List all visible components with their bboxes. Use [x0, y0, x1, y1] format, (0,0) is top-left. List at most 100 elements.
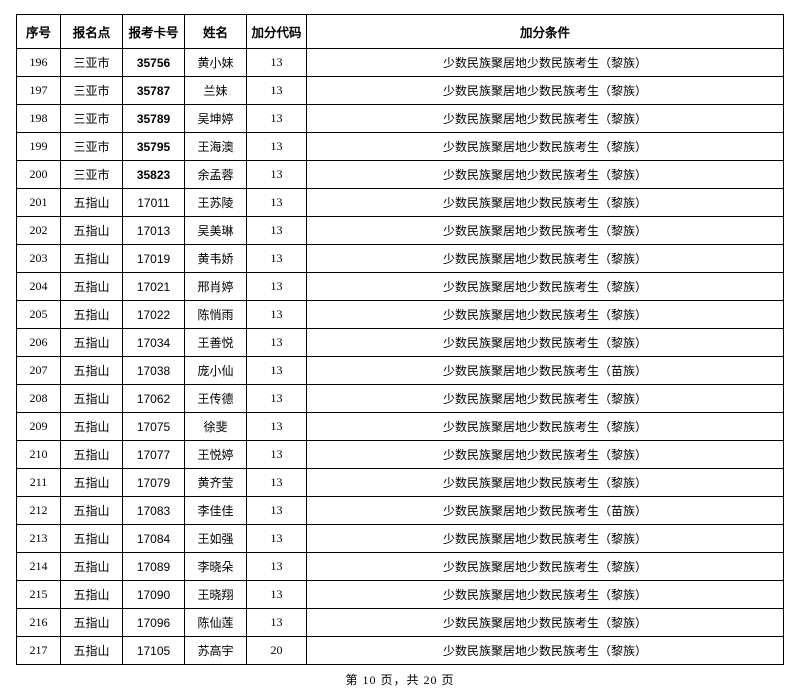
cell-code: 13: [247, 581, 307, 609]
table-row: 210五指山17077王悦婷13少数民族聚居地少数民族考生（黎族）: [17, 441, 784, 469]
table-row: 216五指山17096陈仙莲13少数民族聚居地少数民族考生（黎族）: [17, 609, 784, 637]
cell-name: 黄齐莹: [185, 469, 247, 497]
cell-card: 17038: [123, 357, 185, 385]
cell-code: 13: [247, 105, 307, 133]
cell-code: 13: [247, 217, 307, 245]
cell-card: 17096: [123, 609, 185, 637]
cell-name: 苏高宇: [185, 637, 247, 665]
cell-name: 王悦婷: [185, 441, 247, 469]
cell-seq: 215: [17, 581, 61, 609]
cell-cond: 少数民族聚居地少数民族考生（黎族）: [307, 441, 784, 469]
cell-cond: 少数民族聚居地少数民族考生（黎族）: [307, 217, 784, 245]
table-row: 203五指山17019黄韦娇13少数民族聚居地少数民族考生（黎族）: [17, 245, 784, 273]
cell-name: 陈仙莲: [185, 609, 247, 637]
cell-seq: 213: [17, 525, 61, 553]
cell-cond: 少数民族聚居地少数民族考生（黎族）: [307, 385, 784, 413]
cell-name: 邢肖婷: [185, 273, 247, 301]
cell-seq: 206: [17, 329, 61, 357]
table-row: 196三亚市35756黄小妹13少数民族聚居地少数民族考生（黎族）: [17, 49, 784, 77]
cell-card: 17011: [123, 189, 185, 217]
data-table: 序号 报名点 报考卡号 姓名 加分代码 加分条件 196三亚市35756黄小妹1…: [16, 14, 784, 665]
cell-name: 徐斐: [185, 413, 247, 441]
col-header-name: 姓名: [185, 15, 247, 49]
cell-card: 17089: [123, 553, 185, 581]
table-row: 207五指山17038庞小仙13少数民族聚居地少数民族考生（苗族）: [17, 357, 784, 385]
cell-card: 17083: [123, 497, 185, 525]
cell-loc: 五指山: [61, 469, 123, 497]
cell-cond: 少数民族聚居地少数民族考生（黎族）: [307, 105, 784, 133]
cell-name: 黄韦娇: [185, 245, 247, 273]
table-row: 206五指山17034王善悦13少数民族聚居地少数民族考生（黎族）: [17, 329, 784, 357]
cell-loc: 五指山: [61, 441, 123, 469]
cell-loc: 五指山: [61, 525, 123, 553]
cell-code: 13: [247, 469, 307, 497]
cell-loc: 五指山: [61, 609, 123, 637]
cell-card: 35756: [123, 49, 185, 77]
cell-card: 17019: [123, 245, 185, 273]
cell-cond: 少数民族聚居地少数民族考生（黎族）: [307, 609, 784, 637]
cell-cond: 少数民族聚居地少数民族考生（黎族）: [307, 273, 784, 301]
table-row: 212五指山17083李佳佳13少数民族聚居地少数民族考生（苗族）: [17, 497, 784, 525]
cell-seq: 196: [17, 49, 61, 77]
cell-seq: 204: [17, 273, 61, 301]
cell-code: 13: [247, 553, 307, 581]
cell-card: 17075: [123, 413, 185, 441]
table-row: 204五指山17021邢肖婷13少数民族聚居地少数民族考生（黎族）: [17, 273, 784, 301]
cell-loc: 五指山: [61, 385, 123, 413]
col-header-seq: 序号: [17, 15, 61, 49]
table-row: 198三亚市35789吴坤婷13少数民族聚居地少数民族考生（黎族）: [17, 105, 784, 133]
col-header-card: 报考卡号: [123, 15, 185, 49]
table-row: 213五指山17084王如强13少数民族聚居地少数民族考生（黎族）: [17, 525, 784, 553]
cell-name: 陈悄雨: [185, 301, 247, 329]
cell-code: 13: [247, 301, 307, 329]
table-body: 196三亚市35756黄小妹13少数民族聚居地少数民族考生（黎族）197三亚市3…: [17, 49, 784, 665]
cell-loc: 五指山: [61, 357, 123, 385]
cell-seq: 198: [17, 105, 61, 133]
cell-code: 13: [247, 441, 307, 469]
page-footer: 第 10 页，共 20 页: [16, 671, 784, 688]
cell-loc: 五指山: [61, 189, 123, 217]
cell-cond: 少数民族聚居地少数民族考生（黎族）: [307, 413, 784, 441]
cell-card: 17077: [123, 441, 185, 469]
table-header: 序号 报名点 报考卡号 姓名 加分代码 加分条件: [17, 15, 784, 49]
cell-seq: 197: [17, 77, 61, 105]
cell-cond: 少数民族聚居地少数民族考生（苗族）: [307, 497, 784, 525]
cell-cond: 少数民族聚居地少数民族考生（黎族）: [307, 329, 784, 357]
cell-loc: 五指山: [61, 413, 123, 441]
cell-seq: 208: [17, 385, 61, 413]
cell-seq: 210: [17, 441, 61, 469]
cell-name: 王善悦: [185, 329, 247, 357]
cell-card: 35789: [123, 105, 185, 133]
cell-card: 17062: [123, 385, 185, 413]
cell-cond: 少数民族聚居地少数民族考生（黎族）: [307, 49, 784, 77]
cell-seq: 217: [17, 637, 61, 665]
cell-seq: 201: [17, 189, 61, 217]
table-row: 200三亚市35823余孟蓉13少数民族聚居地少数民族考生（黎族）: [17, 161, 784, 189]
cell-cond: 少数民族聚居地少数民族考生（黎族）: [307, 553, 784, 581]
cell-card: 17013: [123, 217, 185, 245]
cell-code: 13: [247, 49, 307, 77]
cell-code: 13: [247, 77, 307, 105]
cell-loc: 五指山: [61, 329, 123, 357]
cell-seq: 216: [17, 609, 61, 637]
cell-code: 13: [247, 357, 307, 385]
table-row: 205五指山17022陈悄雨13少数民族聚居地少数民族考生（黎族）: [17, 301, 784, 329]
cell-cond: 少数民族聚居地少数民族考生（黎族）: [307, 245, 784, 273]
table-row: 201五指山17011王苏陵13少数民族聚居地少数民族考生（黎族）: [17, 189, 784, 217]
cell-seq: 214: [17, 553, 61, 581]
table-row: 211五指山17079黄齐莹13少数民族聚居地少数民族考生（黎族）: [17, 469, 784, 497]
cell-loc: 三亚市: [61, 49, 123, 77]
cell-cond: 少数民族聚居地少数民族考生（黎族）: [307, 469, 784, 497]
table-row: 215五指山17090王晓翔13少数民族聚居地少数民族考生（黎族）: [17, 581, 784, 609]
cell-code: 13: [247, 245, 307, 273]
cell-card: 35823: [123, 161, 185, 189]
table-row: 209五指山17075徐斐13少数民族聚居地少数民族考生（黎族）: [17, 413, 784, 441]
col-header-code: 加分代码: [247, 15, 307, 49]
cell-name: 余孟蓉: [185, 161, 247, 189]
cell-name: 李佳佳: [185, 497, 247, 525]
cell-card: 17034: [123, 329, 185, 357]
cell-cond: 少数民族聚居地少数民族考生（黎族）: [307, 301, 784, 329]
cell-seq: 205: [17, 301, 61, 329]
cell-cond: 少数民族聚居地少数民族考生（黎族）: [307, 525, 784, 553]
cell-cond: 少数民族聚居地少数民族考生（苗族）: [307, 357, 784, 385]
